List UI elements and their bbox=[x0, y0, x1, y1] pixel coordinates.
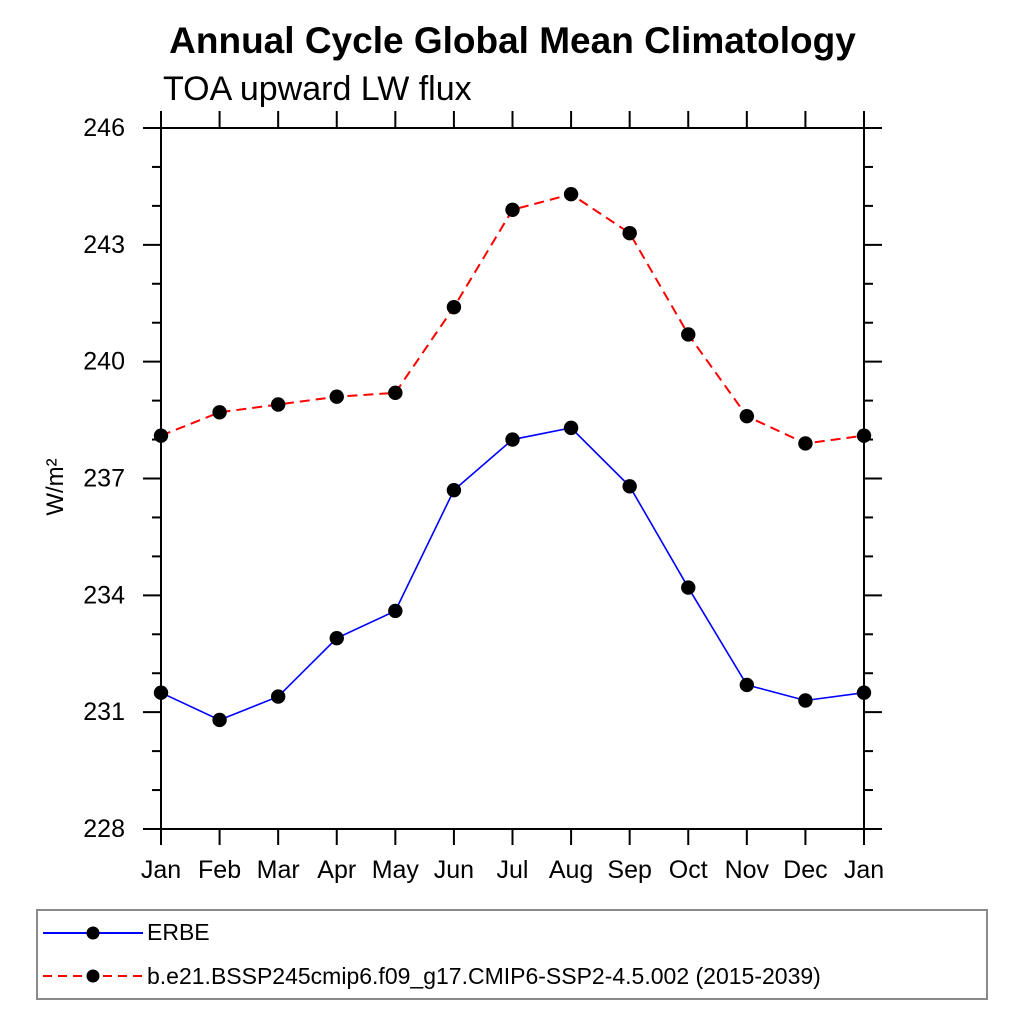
data-point-erbe bbox=[388, 603, 403, 619]
x-tick-label: Jun bbox=[434, 856, 474, 884]
data-point-erbe bbox=[798, 693, 813, 708]
legend-line-sample-model bbox=[43, 969, 143, 983]
series-line-erbe bbox=[160, 427, 865, 721]
legend: ERBE b.e21.BSSP245cmip6.f09_g17.CMIP6-SS… bbox=[36, 909, 988, 1000]
legend-marker-erbe bbox=[86, 926, 100, 940]
x-tick-label: Jan bbox=[141, 856, 181, 884]
x-tick-label: Nov bbox=[725, 856, 770, 884]
data-point-erbe bbox=[270, 689, 286, 704]
data-point-erbe bbox=[739, 677, 755, 693]
chart-subtitle: TOA upward LW flux bbox=[163, 70, 472, 108]
chart-title: Annual Cycle Global Mean Climatology bbox=[169, 20, 856, 61]
data-point-erbe bbox=[212, 712, 227, 728]
x-tick-label: Sep bbox=[607, 856, 651, 884]
y-tick-label: 228 bbox=[83, 815, 125, 843]
data-point-model bbox=[212, 405, 227, 420]
y-tick-label: 240 bbox=[83, 348, 125, 376]
legend-row-model: b.e21.BSSP245cmip6.f09_g17.CMIP6-SSP2-4.… bbox=[38, 957, 986, 997]
data-point-model bbox=[505, 202, 520, 217]
y-tick-label: 237 bbox=[83, 465, 125, 493]
data-point-erbe bbox=[622, 479, 637, 494]
data-point-model bbox=[856, 428, 872, 443]
data-point-model bbox=[798, 436, 813, 451]
data-point-model bbox=[270, 397, 286, 412]
data-point-model bbox=[446, 299, 462, 315]
legend-label-model: b.e21.BSSP245cmip6.f09_g17.CMIP6-SSP2-4.… bbox=[147, 962, 821, 989]
axis-box bbox=[160, 127, 865, 830]
data-point-model bbox=[681, 327, 696, 342]
legend-line-sample-erbe bbox=[43, 926, 143, 940]
y-tick-label: 246 bbox=[83, 114, 125, 142]
y-tick-label: 231 bbox=[83, 698, 125, 726]
x-tick-label: Aug bbox=[549, 856, 593, 884]
y-tick-label: 234 bbox=[83, 581, 125, 609]
x-tick-label: May bbox=[372, 856, 420, 884]
x-tick-label: Mar bbox=[257, 856, 300, 884]
x-tick-label: Jan bbox=[844, 856, 884, 884]
data-point-model bbox=[329, 389, 344, 404]
x-tick-label: Dec bbox=[783, 856, 827, 884]
series-line-model bbox=[160, 193, 865, 445]
x-tick-label: Oct bbox=[669, 856, 708, 884]
data-point-erbe bbox=[563, 420, 579, 436]
data-point-model bbox=[153, 428, 169, 443]
data-point-model bbox=[622, 225, 637, 241]
data-point-erbe bbox=[446, 482, 462, 498]
x-tick-label: Jul bbox=[497, 856, 529, 884]
x-tick-label: Apr bbox=[317, 856, 356, 884]
data-point-erbe bbox=[329, 630, 344, 646]
data-point-model bbox=[388, 385, 403, 401]
data-point-erbe bbox=[505, 432, 520, 447]
data-point-erbe bbox=[681, 580, 696, 595]
data-point-model bbox=[563, 187, 579, 202]
data-point-erbe bbox=[153, 685, 169, 700]
data-point-model bbox=[739, 408, 755, 424]
data-point-erbe bbox=[856, 685, 872, 700]
y-tick-label: 243 bbox=[83, 231, 125, 259]
legend-label-erbe: ERBE bbox=[147, 919, 210, 946]
legend-marker-model bbox=[86, 969, 100, 983]
x-tick-label: Feb bbox=[198, 856, 241, 884]
legend-row-erbe: ERBE bbox=[38, 913, 986, 953]
